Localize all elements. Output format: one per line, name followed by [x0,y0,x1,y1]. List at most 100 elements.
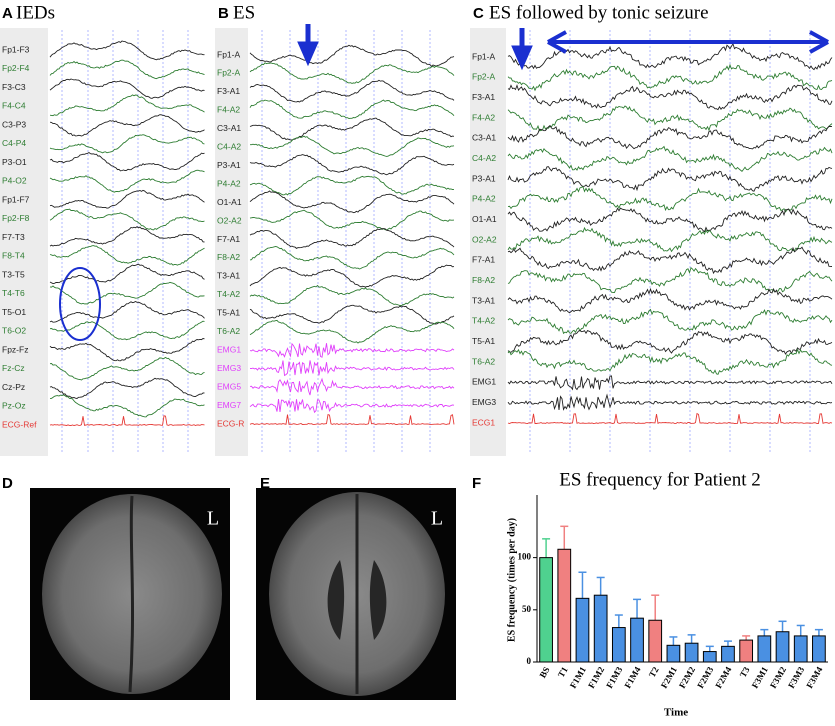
eeg-trace [507,124,833,150]
eeg-trace [49,59,205,80]
eeg-trace [507,393,833,411]
bar [557,548,572,663]
channel-label: EMG3 [217,363,241,373]
panel-label: A [2,5,13,22]
channel-label: Fp2-A [217,68,240,78]
channel-label: P4-O2 [2,176,27,186]
channel-label: Fp2-F4 [2,63,30,73]
orientation-label: L [207,508,219,530]
channel-label: F3-A1 [217,86,240,96]
channel-label: P4-A2 [472,194,496,204]
x-tick-label: F3M3 [786,665,806,690]
eeg-trace [507,105,833,132]
channel-label: F8-A2 [472,275,495,285]
label-column [470,28,506,456]
channel-label: O1-A1 [472,214,497,224]
y-axis-label: ES frequency (times per day) [506,518,517,642]
channel-label: Fp2-A [472,72,495,82]
eeg-trace [49,78,205,99]
channel-label: Fp1-A [217,49,240,59]
eeg-trace [49,415,205,426]
channel-label: EMG3 [472,397,496,407]
channel-label: T4-T6 [2,288,25,298]
eeg-trace [49,338,205,362]
channel-label: T5-O1 [2,307,26,317]
eeg-trace [507,207,833,233]
eeg-trace [249,284,455,307]
eeg-trace [249,209,455,231]
eeg-trace [49,134,205,154]
eeg-trace [249,399,455,414]
eeg-trace [249,62,455,84]
eeg-trace [250,135,455,157]
channel-label: T3-A1 [472,295,495,305]
eeg-trace [249,117,455,141]
arrow [511,28,533,71]
channel-label: F8-T4 [2,251,25,261]
bar [739,639,754,663]
eeg-trace [507,84,833,111]
eeg-trace [507,166,833,192]
channel-label: F3-A1 [472,92,495,102]
channel-label: T4-A2 [472,316,495,326]
label-column [0,28,48,456]
eeg-trace [49,300,205,323]
eeg-trace [249,414,455,426]
x-tick-label: T1 [556,665,570,680]
channel-label: T6-O2 [2,326,26,336]
eeg-trace [249,99,455,119]
eeg-trace [49,377,205,399]
bar [648,619,663,663]
channel-label: C4-A2 [472,153,496,163]
eeg-trace [49,94,205,117]
y-tick-label: 50 [522,604,532,614]
channel-label: T5-A1 [472,336,495,346]
eeg-trace [507,145,833,173]
x-tick-label: F1M4 [622,665,642,690]
eeg-trace [49,263,205,284]
eeg-trace [507,267,833,293]
channel-label: F4-A2 [217,105,240,115]
bar [793,635,808,663]
eeg-trace [249,79,455,103]
y-tick-label: 0 [527,656,532,666]
eeg-trace [507,329,833,355]
channel-label: Pz-Oz [2,401,26,411]
x-tick-label: F2M1 [659,665,679,690]
eeg-trace [249,190,455,214]
eeg-trace [49,320,205,341]
panel-label: B [218,5,229,22]
eeg-trace [249,264,455,288]
channel-label: Fp2-F8 [2,213,30,223]
panel-title: IEDs [16,2,55,23]
channel-label: F7-A1 [217,234,240,244]
bar [721,645,735,663]
eeg-trace [49,281,205,305]
ventricles [327,560,387,640]
x-tick-label: F3M1 [750,665,770,690]
bar [575,597,590,663]
highlight-ellipse [59,267,101,341]
eeg-trace [507,308,833,335]
eeg-trace [249,319,455,344]
bar [630,617,644,663]
bar [666,644,681,663]
channel-label: F4-C4 [2,101,26,111]
channel-label: T6-A2 [217,326,240,336]
channel-label: EMG1 [472,377,496,387]
channel-label: EMG1 [217,344,241,354]
eeg-trace [507,186,833,213]
panel-title: ES followed by tonic seizure [489,2,709,23]
panel-label: C [473,5,484,22]
channel-label: Fpz-Fz [2,344,28,354]
label-column [215,28,248,456]
eeg-trace [49,40,205,61]
eeg-trace [49,356,205,381]
channel-label: O2-A2 [217,215,242,225]
bar [611,627,626,663]
channel-label: T6-A2 [472,356,495,366]
eeg-trace [249,44,455,67]
channel-label: ECG-Ref [2,419,37,429]
eeg-trace [507,246,833,275]
